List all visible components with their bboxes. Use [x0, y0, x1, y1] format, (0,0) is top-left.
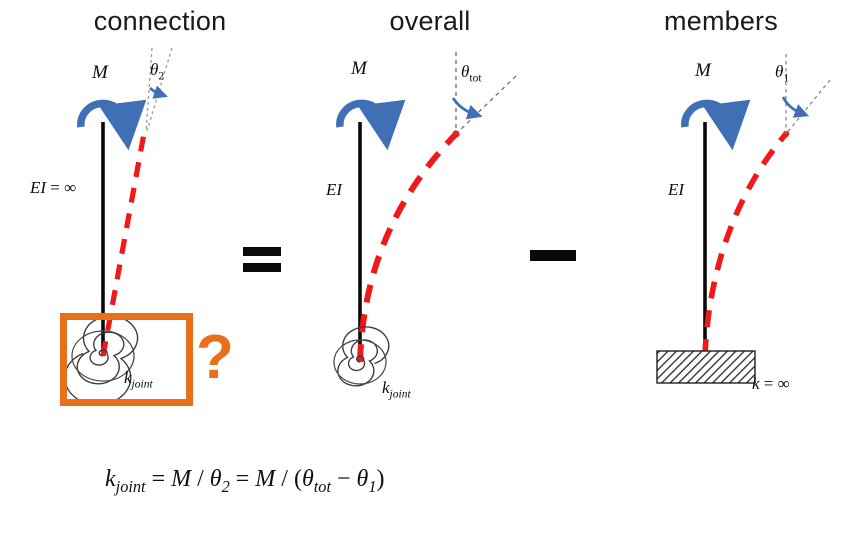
eq-t2-minus: −	[331, 466, 357, 492]
moment-arrow-connection	[77, 99, 147, 151]
EI-symbol-members: EI	[668, 180, 685, 199]
flexural-stiffness-label-members: EI	[668, 180, 684, 200]
k-symbol-members: k	[752, 374, 760, 393]
fixed-support-members	[656, 350, 756, 384]
eq-t1-M: M	[171, 466, 192, 492]
angle-arc-members	[781, 96, 810, 118]
flexural-stiffness-label-overall: EI	[326, 180, 342, 200]
support-stiffness-label-members: k = ∞	[752, 374, 790, 394]
eq-t2-theta-b: θ	[356, 466, 369, 492]
eq-t2-sub-b: 1	[368, 476, 377, 496]
panel-overall-graphics	[333, 52, 517, 387]
angle-arc-connection	[149, 85, 168, 99]
deformed-tip-marker-members	[782, 130, 790, 138]
eq-t2-slash: / (	[275, 466, 302, 492]
angle-reference-rotated-members	[785, 79, 831, 135]
angle-symbol-members: θ	[775, 62, 784, 81]
angle-reference-rotated-overall	[455, 75, 517, 135]
panel-title-overall: overall	[389, 6, 471, 36]
eq-t2-close: )	[376, 466, 385, 492]
minus-sign-bar	[530, 250, 576, 261]
moment-label-overall: M	[351, 58, 367, 79]
angle-symbol-connection: θ	[150, 60, 159, 79]
EI-value-connection: = ∞	[46, 178, 77, 197]
eq-op2: =	[229, 466, 256, 492]
deformed-shape-overall	[357, 132, 458, 363]
angle-subscript-connection: 2	[158, 69, 165, 83]
EI-symbol-connection: EI	[30, 178, 47, 197]
k-value-members: = ∞	[759, 374, 790, 393]
moment-label-members: M	[695, 60, 711, 81]
eq-t2-M: M	[255, 466, 276, 492]
k-symbol-overall: k	[382, 378, 390, 397]
rotational-spring-overall	[333, 326, 390, 387]
deformed-shape-members	[702, 133, 788, 357]
panel-title-connection: connection	[93, 6, 227, 36]
equals-sign-bar-top	[243, 247, 281, 256]
eq-t1-sub: 2	[221, 476, 230, 496]
joint-stiffness-label-connection: kjoint	[124, 368, 153, 390]
eq-t1-theta: θ	[209, 466, 222, 492]
highlight-box-connection-joint	[60, 313, 193, 406]
eq-t2-sub-a: tot	[313, 476, 331, 496]
angle-subscript-overall: tot	[469, 71, 482, 85]
moment-arrow-members	[681, 99, 751, 151]
k-subscript-connection: joint	[131, 377, 153, 391]
eq-t1-slash: /	[191, 466, 210, 492]
EI-symbol-overall: EI	[326, 180, 343, 199]
eq-t2-theta-a: θ	[301, 466, 314, 492]
angle-label-members: θ1	[775, 62, 789, 84]
k-subscript-overall: joint	[389, 387, 411, 401]
angle-subscript-members: 1	[783, 71, 790, 85]
deformed-tip-marker-overall	[452, 130, 460, 138]
eq-op1: =	[145, 466, 172, 492]
equals-sign-bar-bottom	[243, 263, 281, 272]
angle-label-connection: θ2	[150, 60, 164, 82]
moment-label-connection: M	[92, 62, 108, 83]
question-mark: ?	[196, 323, 234, 392]
eq-lhs-sub: joint	[115, 476, 146, 496]
joint-stiffness-label-overall: kjoint	[382, 378, 411, 400]
angle-arc-overall	[451, 97, 483, 120]
flexural-stiffness-label-connection: EI = ∞	[30, 178, 76, 198]
panel-title-members: members	[664, 6, 778, 36]
eq-lhs-k: k	[105, 466, 116, 492]
k-symbol-connection: k	[124, 368, 132, 387]
caption-equation: kjoint = M / θ2 = M / (θtot − θ1)	[105, 466, 385, 497]
moment-arrow-overall	[336, 99, 406, 151]
angle-symbol-overall: θ	[461, 62, 470, 81]
panel-members-graphics	[656, 54, 831, 384]
angle-label-overall: θtot	[461, 62, 482, 84]
